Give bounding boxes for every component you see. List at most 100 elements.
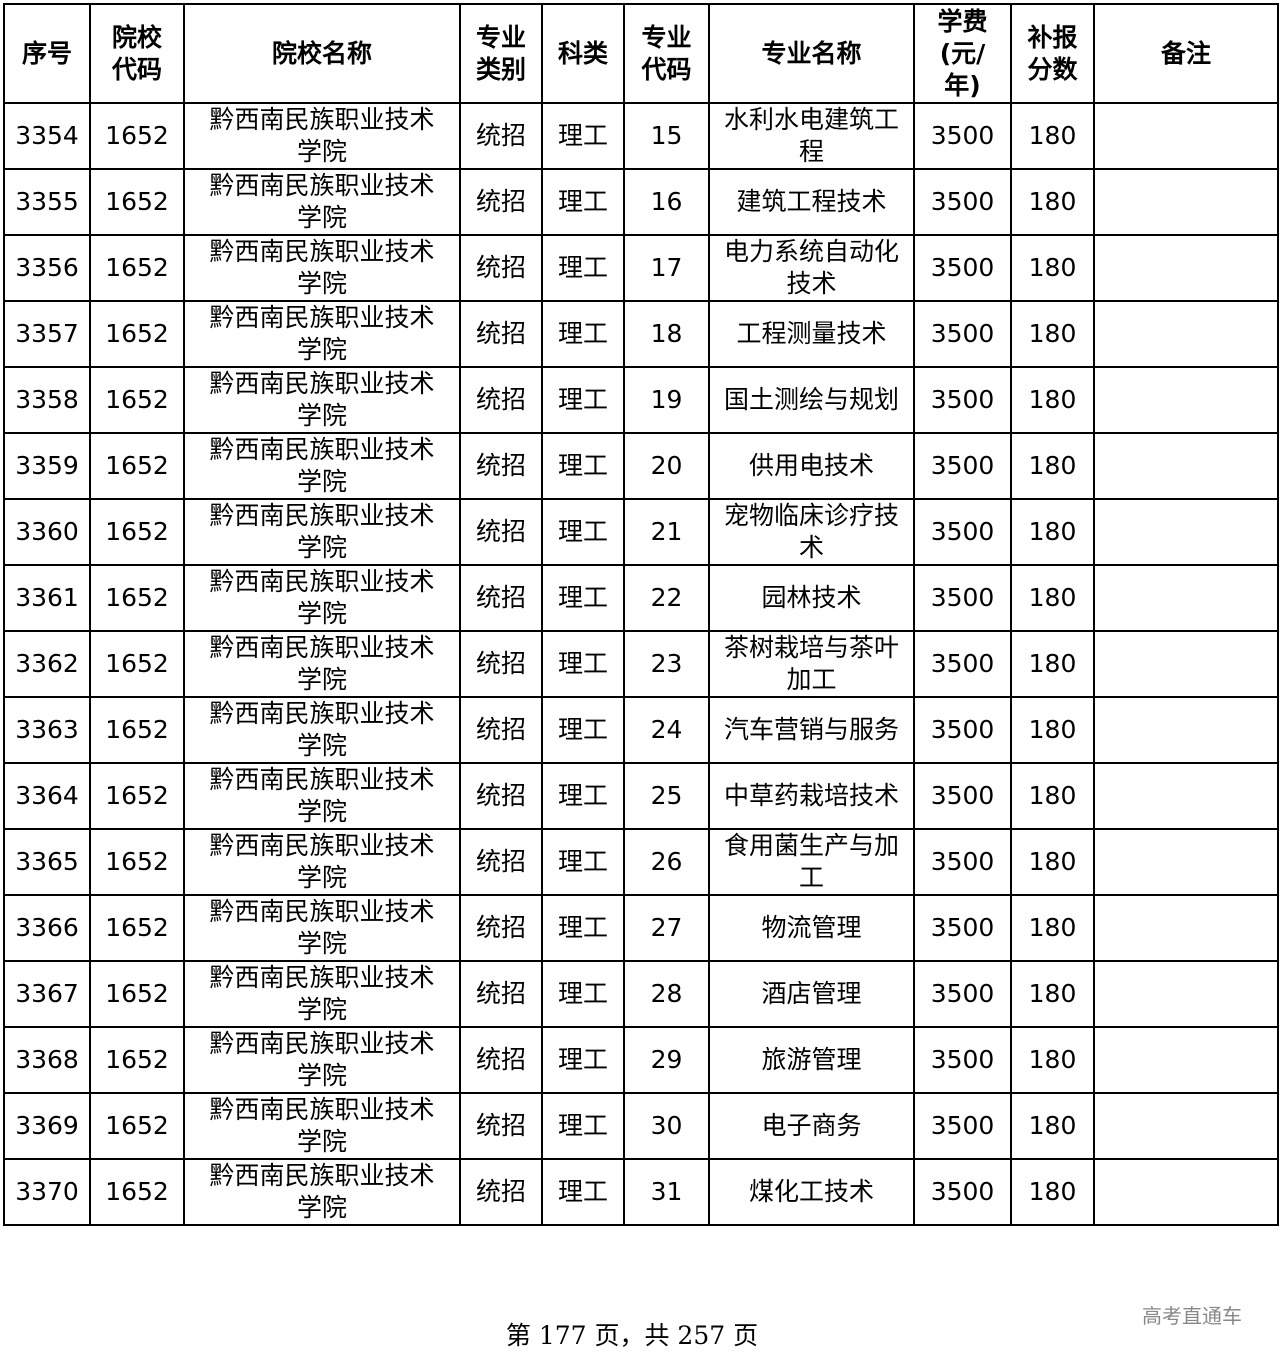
cell-text: 180 [1028,649,1077,678]
cell-text: 统招 [475,319,526,348]
cell-text: 理工 [557,583,608,612]
cell-text: 物流管理 [761,913,862,942]
table-row: 3356 1652 黔西南民族职业技术学院 统招 理工 17 电力系统自动化技术 3500 18… [3,234,1279,302]
cell-text: 16 [650,187,683,216]
cell-school-code: 1652 [89,366,185,434]
cell-major-name: 电子商务 [708,1092,915,1160]
cell-text: 统招 [475,121,526,150]
header-major-type: 专业类别 [459,3,543,104]
cell-major-name: 中草药栽培技术 [708,762,915,830]
cell-school-code: 1652 [89,630,185,698]
cell-school-name: 黔西南民族职业技术学院 [183,168,461,236]
cell-major-type: 统招 [459,1158,543,1226]
cell-tuition: 3500 [913,762,1012,830]
cell-seq: 3365 [3,828,91,896]
cell-text: 23 [650,649,683,678]
cell-score: 180 [1010,432,1095,500]
cell-text: 3500 [930,1111,995,1140]
cell-school-name: 黔西南民族职业技术学院 [183,102,461,170]
cell-text: 3357 [15,319,79,348]
cell-text: 27 [650,913,683,942]
cell-tuition: 3500 [913,366,1012,434]
cell-text: 180 [1028,253,1077,282]
header-label: 专业代码 [641,22,692,84]
cell-tuition: 3500 [913,1158,1012,1226]
cell-text: 3368 [15,1045,79,1074]
cell-text: 180 [1028,1111,1077,1140]
cell-text: 28 [650,979,683,1008]
cell-major-type: 统招 [459,366,543,434]
cell-text: 黔西南民族职业技术学院 [209,303,435,364]
cell-school-name: 黔西南民族职业技术学院 [183,1092,461,1160]
cell-subject: 理工 [541,1026,625,1094]
page-number: 第 177 页，共 257 页 [505,1321,759,1350]
cell-seq: 3360 [3,498,91,566]
cell-text: 黔西南民族职业技术学院 [209,1161,435,1222]
cell-school-name: 黔西南民族职业技术学院 [183,828,461,896]
cell-major-name: 旅游管理 [708,1026,915,1094]
cell-remark [1093,366,1279,434]
cell-text: 180 [1028,121,1077,150]
cell-remark [1093,564,1279,632]
cell-text: 180 [1028,979,1077,1008]
cell-text: 黔西南民族职业技术学院 [209,501,435,562]
cell-text: 180 [1028,715,1077,744]
cell-major-code: 26 [623,828,710,896]
cell-text: 3360 [15,517,79,546]
cell-remark [1093,498,1279,566]
header-label: 专业名称 [761,38,862,68]
cell-text: 180 [1028,385,1077,414]
cell-tuition: 3500 [913,894,1012,962]
cell-remark [1093,894,1279,962]
cell-text: 中草药栽培技术 [723,781,899,810]
cell-text: 黔西南民族职业技术学院 [209,237,435,298]
cell-text: 黔西南民族职业技术学院 [209,699,435,760]
cell-seq: 3364 [3,762,91,830]
cell-major-type: 统招 [459,1026,543,1094]
cell-score: 180 [1010,894,1095,962]
cell-text: 180 [1028,1045,1077,1074]
cell-text: 国土测绘与规划 [723,385,899,414]
cell-tuition: 3500 [913,168,1012,236]
cell-score: 180 [1010,102,1095,170]
cell-major-code: 23 [623,630,710,698]
cell-text: 24 [650,715,683,744]
cell-major-type: 统招 [459,630,543,698]
cell-text: 水利水电建筑工程 [723,105,899,166]
cell-school-name: 黔西南民族职业技术学院 [183,366,461,434]
cell-text: 3500 [930,649,995,678]
cell-text: 理工 [557,319,608,348]
cell-seq: 3358 [3,366,91,434]
cell-text: 3356 [15,253,79,282]
cell-text: 统招 [475,649,526,678]
cell-text: 黔西南民族职业技术学院 [209,831,435,892]
cell-remark [1093,1092,1279,1160]
cell-remark [1093,432,1279,500]
cell-subject: 理工 [541,168,625,236]
cell-text: 1652 [105,847,169,876]
cell-school-name: 黔西南民族职业技术学院 [183,630,461,698]
cell-major-code: 30 [623,1092,710,1160]
cell-score: 180 [1010,828,1095,896]
cell-text: 电子商务 [761,1111,862,1140]
cell-text: 3500 [930,319,995,348]
cell-school-code: 1652 [89,960,185,1028]
cell-text: 3365 [15,847,79,876]
cell-text: 黔西南民族职业技术学院 [209,633,435,694]
cell-school-name: 黔西南民族职业技术学院 [183,762,461,830]
header-label: 院校代码 [111,22,162,84]
cell-text: 3358 [15,385,79,414]
cell-text: 1652 [105,979,169,1008]
cell-subject: 理工 [541,564,625,632]
cell-text: 3500 [930,187,995,216]
cell-text: 黔西南民族职业技术学院 [209,897,435,958]
cell-school-name: 黔西南民族职业技术学院 [183,696,461,764]
header-label: 学费(元/年) [937,6,988,100]
cell-text: 黔西南民族职业技术学院 [209,1029,435,1090]
header-row: 序号 院校代码 院校名称 专业类别 科类 专业代码 专业名称 学费(元/年) 补报分数 备注 [3,3,1279,104]
cell-text: 理工 [557,451,608,480]
cell-text: 19 [650,385,683,414]
cell-score: 180 [1010,234,1095,302]
cell-tuition: 3500 [913,564,1012,632]
cell-remark [1093,630,1279,698]
